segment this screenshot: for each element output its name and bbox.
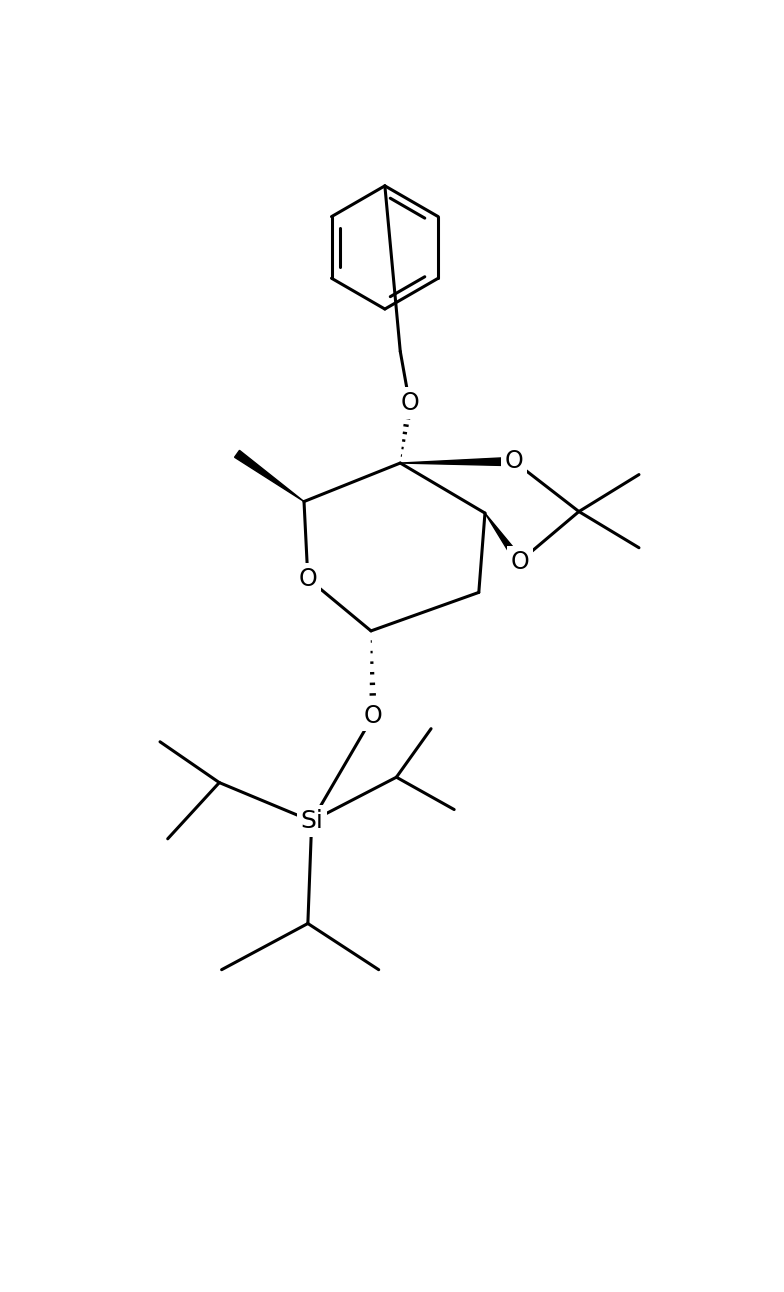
Polygon shape	[485, 513, 523, 565]
Text: O: O	[505, 450, 524, 473]
Polygon shape	[234, 451, 304, 501]
Text: O: O	[400, 391, 419, 415]
Text: O: O	[510, 549, 529, 574]
Polygon shape	[401, 457, 514, 465]
Text: O: O	[299, 566, 318, 590]
Text: O: O	[364, 704, 383, 727]
Text: Si: Si	[300, 809, 323, 833]
